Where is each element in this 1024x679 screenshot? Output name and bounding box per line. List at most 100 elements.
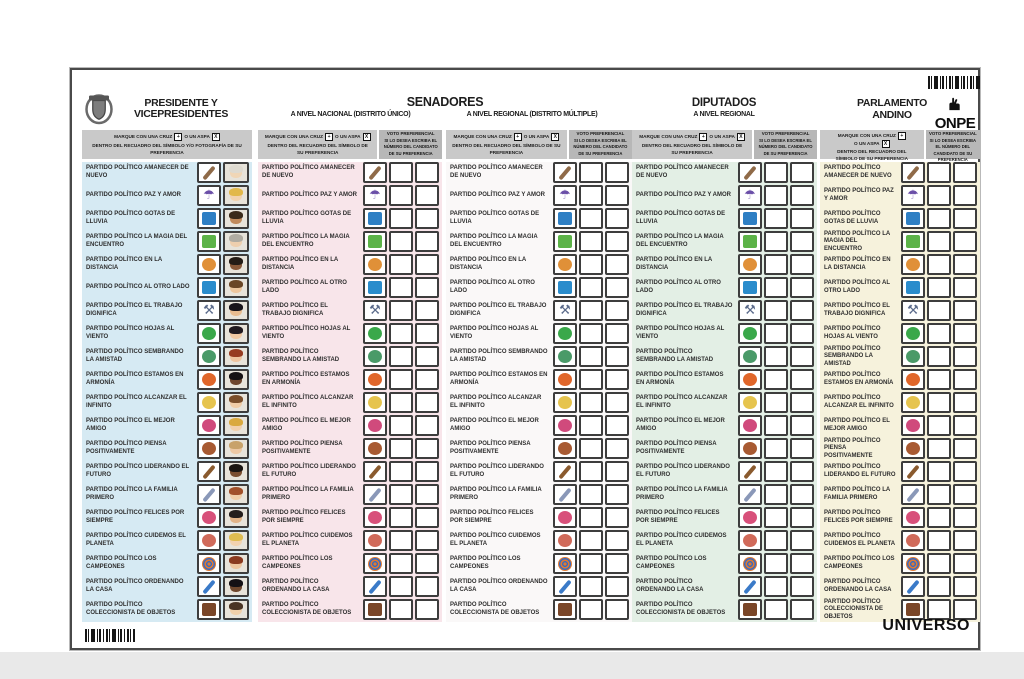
symbol-vote-box[interactable]: ⚒ (363, 300, 387, 322)
candidate-photo-box[interactable] (223, 254, 249, 276)
preference-number-box[interactable] (764, 461, 788, 483)
preference-number-box[interactable] (415, 599, 439, 621)
preference-number-box[interactable] (389, 461, 413, 483)
candidate-photo-box[interactable] (223, 392, 249, 414)
symbol-vote-box[interactable] (553, 415, 577, 437)
symbol-vote-box[interactable] (197, 208, 221, 230)
candidate-photo-box[interactable] (223, 208, 249, 230)
preference-number-box[interactable] (764, 576, 788, 598)
preference-number-box[interactable] (764, 300, 788, 322)
preference-number-box[interactable] (415, 346, 439, 368)
preference-number-box[interactable] (927, 162, 951, 184)
symbol-vote-box[interactable] (363, 438, 387, 460)
preference-number-box[interactable] (389, 438, 413, 460)
symbol-vote-box[interactable] (738, 530, 762, 552)
symbol-vote-box[interactable]: ⚒ (553, 300, 577, 322)
preference-number-box[interactable] (953, 231, 977, 253)
symbol-vote-box[interactable]: ☂ (363, 185, 387, 207)
candidate-photo-box[interactable] (223, 185, 249, 207)
preference-number-box[interactable] (579, 507, 603, 529)
symbol-vote-box[interactable] (738, 599, 762, 621)
preference-number-box[interactable] (605, 553, 629, 575)
preference-number-box[interactable] (605, 208, 629, 230)
symbol-vote-box[interactable] (363, 461, 387, 483)
preference-number-box[interactable] (927, 300, 951, 322)
symbol-vote-box[interactable] (901, 553, 925, 575)
preference-number-box[interactable] (579, 461, 603, 483)
preference-number-box[interactable] (415, 553, 439, 575)
preference-number-box[interactable] (415, 185, 439, 207)
symbol-vote-box[interactable] (197, 392, 221, 414)
preference-number-box[interactable] (579, 392, 603, 414)
preference-number-box[interactable] (605, 323, 629, 345)
symbol-vote-box[interactable] (363, 162, 387, 184)
preference-number-box[interactable] (790, 484, 814, 506)
preference-number-box[interactable] (579, 369, 603, 391)
symbol-vote-box[interactable] (197, 576, 221, 598)
symbol-vote-box[interactable] (363, 576, 387, 598)
preference-number-box[interactable] (605, 162, 629, 184)
symbol-vote-box[interactable] (553, 369, 577, 391)
symbol-vote-box[interactable] (738, 208, 762, 230)
preference-number-box[interactable] (790, 553, 814, 575)
symbol-vote-box[interactable] (553, 507, 577, 529)
symbol-vote-box[interactable] (738, 392, 762, 414)
preference-number-box[interactable] (389, 254, 413, 276)
preference-number-box[interactable] (579, 599, 603, 621)
preference-number-box[interactable] (605, 438, 629, 460)
preference-number-box[interactable] (790, 231, 814, 253)
symbol-vote-box[interactable] (197, 231, 221, 253)
preference-number-box[interactable] (605, 300, 629, 322)
preference-number-box[interactable] (927, 208, 951, 230)
preference-number-box[interactable] (579, 438, 603, 460)
symbol-vote-box[interactable] (738, 553, 762, 575)
symbol-vote-box[interactable] (363, 323, 387, 345)
preference-number-box[interactable] (605, 530, 629, 552)
preference-number-box[interactable] (579, 162, 603, 184)
candidate-photo-box[interactable] (223, 484, 249, 506)
preference-number-box[interactable] (579, 323, 603, 345)
preference-number-box[interactable] (764, 277, 788, 299)
symbol-vote-box[interactable] (901, 438, 925, 460)
preference-number-box[interactable] (953, 162, 977, 184)
preference-number-box[interactable] (927, 507, 951, 529)
symbol-vote-box[interactable] (363, 231, 387, 253)
symbol-vote-box[interactable] (363, 415, 387, 437)
preference-number-box[interactable] (579, 254, 603, 276)
candidate-photo-box[interactable] (223, 162, 249, 184)
symbol-vote-box[interactable]: ⚒ (901, 300, 925, 322)
preference-number-box[interactable] (389, 530, 413, 552)
symbol-vote-box[interactable] (901, 599, 925, 621)
preference-number-box[interactable] (579, 576, 603, 598)
preference-number-box[interactable] (415, 369, 439, 391)
candidate-photo-box[interactable] (223, 438, 249, 460)
symbol-vote-box[interactable] (738, 507, 762, 529)
preference-number-box[interactable] (790, 392, 814, 414)
preference-number-box[interactable] (927, 346, 951, 368)
preference-number-box[interactable] (953, 438, 977, 460)
preference-number-box[interactable] (579, 277, 603, 299)
symbol-vote-box[interactable] (553, 530, 577, 552)
preference-number-box[interactable] (927, 392, 951, 414)
preference-number-box[interactable] (790, 599, 814, 621)
symbol-vote-box[interactable] (901, 369, 925, 391)
preference-number-box[interactable] (764, 346, 788, 368)
preference-number-box[interactable] (927, 576, 951, 598)
candidate-photo-box[interactable] (223, 369, 249, 391)
symbol-vote-box[interactable] (738, 231, 762, 253)
symbol-vote-box[interactable] (363, 208, 387, 230)
candidate-photo-box[interactable] (223, 277, 249, 299)
symbol-vote-box[interactable] (901, 323, 925, 345)
preference-number-box[interactable] (953, 599, 977, 621)
preference-number-box[interactable] (764, 599, 788, 621)
symbol-vote-box[interactable] (363, 346, 387, 368)
symbol-vote-box[interactable] (901, 461, 925, 483)
symbol-vote-box[interactable] (197, 254, 221, 276)
preference-number-box[interactable] (764, 415, 788, 437)
symbol-vote-box[interactable] (197, 438, 221, 460)
preference-number-box[interactable] (415, 277, 439, 299)
preference-number-box[interactable] (764, 185, 788, 207)
preference-number-box[interactable] (927, 231, 951, 253)
preference-number-box[interactable] (605, 507, 629, 529)
preference-number-box[interactable] (790, 530, 814, 552)
